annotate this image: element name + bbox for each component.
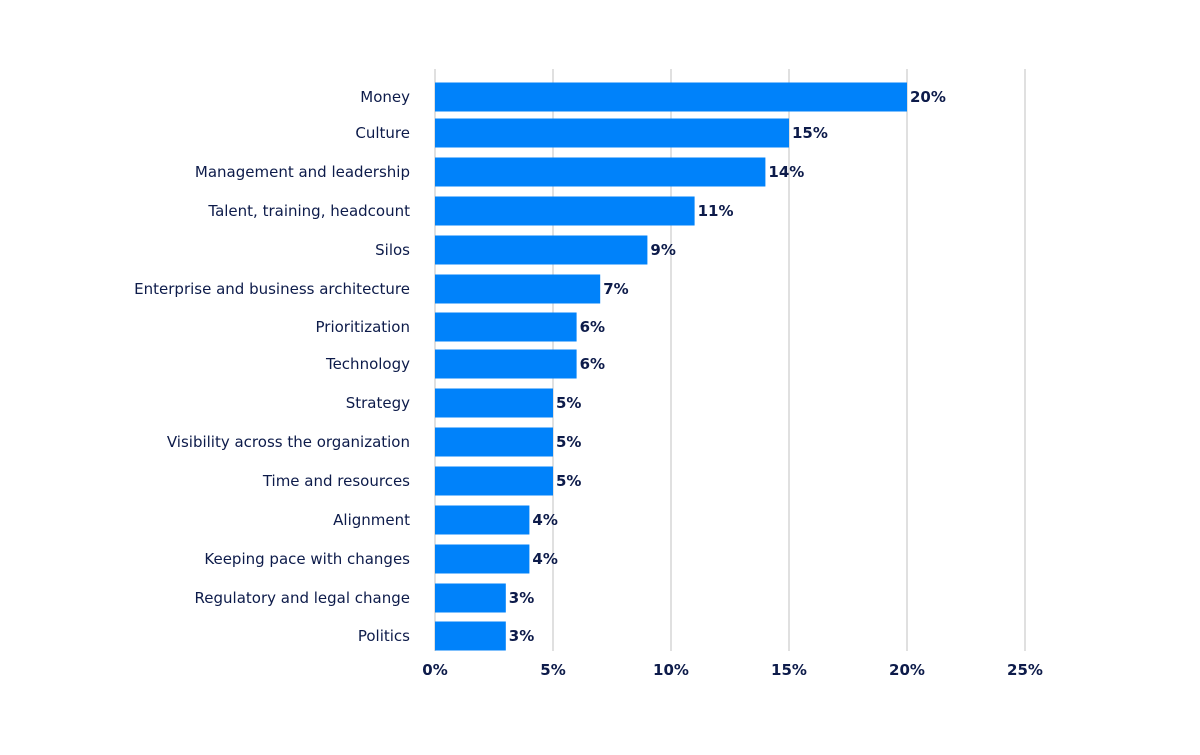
category-label: Money (360, 88, 410, 106)
category-label: Strategy (346, 394, 410, 412)
data-label: 5% (556, 394, 581, 412)
category-label: Enterprise and business architecture (134, 280, 410, 298)
bar (435, 427, 553, 457)
x-tick-label: 15% (771, 661, 807, 679)
bar (435, 505, 530, 535)
data-label: 6% (580, 355, 605, 373)
bar (435, 157, 766, 187)
category-label: Visibility across the organization (167, 433, 410, 451)
bar (435, 196, 695, 226)
data-label: 3% (509, 627, 534, 645)
bar (435, 621, 506, 651)
data-label: 14% (768, 163, 804, 181)
x-tick-label: 0% (422, 661, 447, 679)
x-tick-label: 10% (653, 661, 689, 679)
category-label: Regulatory and legal change (195, 589, 410, 607)
category-label: Prioritization (316, 318, 410, 336)
data-label: 20% (910, 88, 946, 106)
category-label: Alignment (333, 511, 410, 529)
bar (435, 235, 648, 265)
category-label: Technology (325, 355, 410, 373)
bar (435, 82, 907, 112)
data-label: 5% (556, 472, 581, 490)
category-label: Politics (358, 627, 410, 645)
data-label: 3% (509, 589, 534, 607)
bar (435, 274, 601, 304)
category-label: Management and leadership (195, 163, 410, 181)
category-label: Culture (355, 124, 410, 142)
x-tick-label: 5% (540, 661, 565, 679)
data-label: 11% (698, 202, 734, 220)
bar (435, 118, 789, 148)
bar (435, 544, 530, 574)
data-label: 9% (650, 241, 675, 259)
data-label: 15% (792, 124, 828, 142)
data-label: 4% (532, 550, 557, 568)
bar (435, 349, 577, 379)
bar (435, 388, 553, 418)
category-label: Talent, training, headcount (207, 202, 410, 220)
bar (435, 466, 553, 496)
data-label: 6% (580, 318, 605, 336)
category-label: Keeping pace with changes (204, 550, 410, 568)
data-label: 4% (532, 511, 557, 529)
bar (435, 583, 506, 613)
category-label: Silos (375, 241, 410, 259)
x-tick-label: 20% (889, 661, 925, 679)
data-label: 7% (603, 280, 628, 298)
bar (435, 312, 577, 342)
x-tick-label: 25% (1007, 661, 1043, 679)
category-label: Time and resources (262, 472, 410, 490)
data-label: 5% (556, 433, 581, 451)
